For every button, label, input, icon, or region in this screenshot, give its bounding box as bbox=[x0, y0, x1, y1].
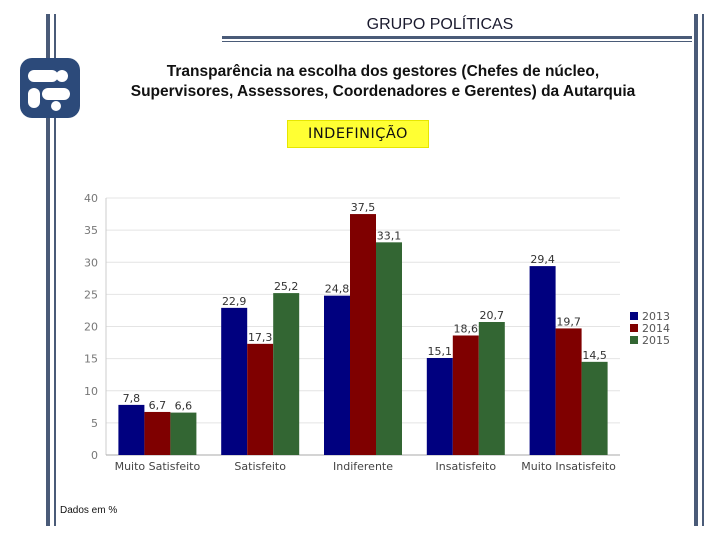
subtitle-line-1: Transparência na escolha dos gestores (C… bbox=[166, 63, 600, 80]
legend-swatch-2013 bbox=[630, 312, 638, 320]
legend-label: 2013 bbox=[642, 310, 670, 323]
header-rule-thin bbox=[222, 41, 692, 42]
bar-2015-4 bbox=[581, 361, 608, 455]
bar-2013-2 bbox=[324, 295, 350, 455]
data-label: 7,8 bbox=[123, 392, 140, 405]
bar-chart: 0 5 10 15 20 25 30 35 40 7,8 6,7 6,6 Muito Satisfeit… bbox=[84, 192, 670, 473]
bar-2015-1 bbox=[273, 293, 300, 455]
frame-left-bar-2 bbox=[54, 14, 56, 526]
bar-2014-1 bbox=[247, 343, 274, 455]
data-label: 19,7 bbox=[556, 315, 581, 328]
y-tick-label: 0 bbox=[91, 449, 98, 462]
frame-right-bar-1 bbox=[694, 14, 698, 526]
bar-2013-3 bbox=[426, 357, 453, 455]
y-tick-label: 35 bbox=[84, 224, 98, 237]
subtitle-line-2: Supervisores, Assessores, Coordenadores … bbox=[130, 83, 636, 100]
data-label: 6,7 bbox=[149, 399, 167, 412]
frame-left-bar-1 bbox=[46, 14, 50, 526]
bar-2015-2 bbox=[376, 242, 402, 455]
data-label: 22,9 bbox=[222, 295, 247, 308]
legend-label: 2014 bbox=[642, 322, 670, 335]
frame-right-bar-2 bbox=[702, 14, 704, 526]
data-label: 17,3 bbox=[248, 331, 273, 344]
header-title: GRUPO POLÍTICAS bbox=[366, 16, 514, 33]
bar-2013-0 bbox=[118, 404, 145, 455]
data-label: 14,5 bbox=[582, 349, 607, 362]
y-tick-label: 10 bbox=[84, 385, 98, 398]
x-tick-label: Satisfeito bbox=[234, 460, 286, 473]
x-tick-label: Indiferente bbox=[333, 460, 393, 473]
bar-2013-4 bbox=[529, 266, 556, 455]
legend-label: 2015 bbox=[642, 334, 670, 347]
data-label: 24,8 bbox=[325, 283, 350, 296]
y-tick-label: 40 bbox=[84, 192, 98, 205]
x-tick-label: Insatisfeito bbox=[436, 460, 497, 473]
logo-icon bbox=[18, 56, 82, 120]
bar-2014-0 bbox=[144, 411, 171, 455]
bar-2014-4 bbox=[555, 328, 582, 455]
legend-swatch-2015 bbox=[630, 336, 638, 344]
y-tick-label: 25 bbox=[84, 288, 98, 301]
slide-subtitle: Transparência na escolha dos gestores (C… bbox=[88, 62, 678, 102]
y-tick-label: 5 bbox=[91, 417, 98, 430]
data-label: 6,6 bbox=[175, 400, 193, 413]
data-label: 29,4 bbox=[530, 253, 555, 266]
bar-2014-3 bbox=[452, 335, 479, 455]
x-tick-label: Muito Satisfeito bbox=[115, 460, 201, 473]
y-tick-label: 30 bbox=[84, 256, 98, 269]
legend-swatch-2014 bbox=[630, 324, 638, 332]
y-tick-label: 15 bbox=[84, 353, 98, 366]
data-label: 15,1 bbox=[428, 345, 453, 358]
bar-2015-0 bbox=[170, 412, 197, 455]
bar-2013-1 bbox=[221, 307, 248, 455]
indefinition-badge: INDEFINIÇÃO bbox=[287, 120, 429, 148]
y-tick-label: 20 bbox=[84, 321, 98, 334]
data-footnote: Dados em % bbox=[60, 505, 118, 516]
data-label: 33,1 bbox=[377, 229, 402, 242]
bar-2014-2 bbox=[350, 214, 376, 455]
x-tick-label: Muito Insatisfeito bbox=[521, 460, 616, 473]
data-label: 18,6 bbox=[454, 322, 479, 335]
data-label: 25,2 bbox=[274, 280, 299, 293]
bar-2015-3 bbox=[478, 322, 505, 455]
data-label: 20,7 bbox=[480, 309, 505, 322]
header-rule bbox=[222, 36, 692, 39]
data-label: 37,5 bbox=[351, 201, 376, 214]
